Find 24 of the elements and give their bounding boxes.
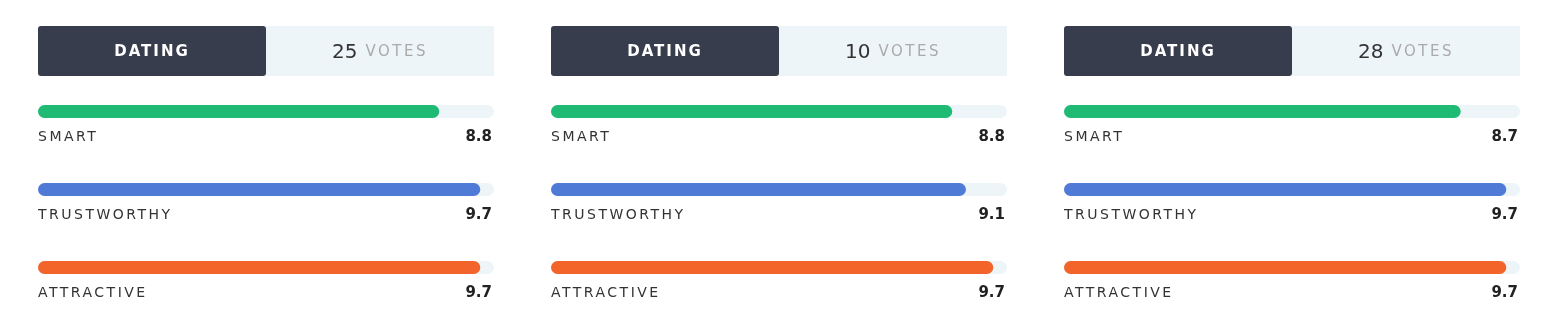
chart-subtitle: 10 VOTES [845, 39, 941, 63]
y-tick-label: ATTRACTIVE [1064, 284, 1174, 300]
chart-title: DATING [38, 26, 266, 76]
data-label: 8.8 [465, 127, 492, 145]
chart-subtitle: 25 VOTES [332, 39, 428, 63]
y-tick-label: TRUSTWORTHY [37, 206, 173, 222]
data-label: 8.7 [1491, 127, 1518, 145]
data-label: 9.1 [978, 205, 1005, 223]
data-label: 8.8 [978, 127, 1005, 145]
y-tick-label: SMART [1064, 128, 1125, 144]
y-tick-label: ATTRACTIVE [551, 284, 661, 300]
data-label: 9.7 [978, 283, 1005, 301]
y-tick-label: TRUSTWORTHY [550, 206, 686, 222]
y-tick-label: SMART [38, 128, 99, 144]
data-label: 9.7 [1491, 205, 1518, 223]
chart-subtitle: 28 VOTES [1358, 39, 1454, 63]
chart-title: DATING [1064, 26, 1292, 76]
data-label: 9.7 [1491, 283, 1518, 301]
chart-title: DATING [551, 26, 779, 76]
data-label: 9.7 [465, 205, 492, 223]
data-label: 9.7 [465, 283, 492, 301]
y-tick-label: SMART [551, 128, 612, 144]
y-tick-label: ATTRACTIVE [38, 284, 148, 300]
y-tick-label: TRUSTWORTHY [1063, 206, 1199, 222]
